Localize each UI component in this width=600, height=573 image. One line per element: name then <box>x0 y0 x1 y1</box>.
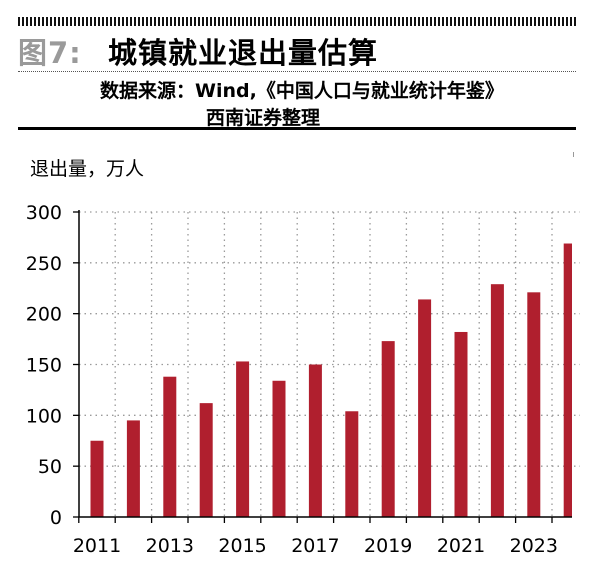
bar-2016 <box>272 380 286 517</box>
source-line-1: 数据来源：Wind,《中国人口与就业统计年鉴》 <box>100 80 504 102</box>
figure-title: 城镇就业退出量估算 <box>108 36 379 70</box>
bar-2015 <box>236 361 250 517</box>
y-tick-label: 150 <box>26 355 62 377</box>
x-tick-label: 2017 <box>291 535 339 557</box>
bar-2021 <box>454 331 468 517</box>
header-bottom-rule <box>18 127 576 130</box>
x-tick-label: 2015 <box>218 535 266 557</box>
x-tick-label: 2013 <box>146 535 194 557</box>
bar-2011 <box>90 440 104 517</box>
x-tick-label: 2023 <box>510 535 558 557</box>
x-tick-label: 2021 <box>437 535 485 557</box>
y-axis-unit-label: 退出量，万人 <box>30 158 145 180</box>
y-tick-label: 0 <box>50 507 62 529</box>
bar-2022 <box>490 284 504 517</box>
figure-number: 图7: <box>18 36 82 70</box>
title-divider <box>18 71 576 72</box>
y-tick-label: 50 <box>38 456 62 478</box>
bar-2020 <box>418 299 432 517</box>
bar-2018 <box>345 411 359 517</box>
y-tick-label: 300 <box>26 202 62 224</box>
bar-2017 <box>308 364 322 517</box>
x-tick-label: 2011 <box>73 535 121 557</box>
bar-2012 <box>126 420 140 517</box>
y-tick-label: 200 <box>26 304 62 326</box>
header-stripe <box>18 17 576 26</box>
bar-2013 <box>163 376 177 517</box>
edge-mark <box>573 152 574 157</box>
bar-2019 <box>381 341 395 517</box>
source-line-2: 西南证券整理 <box>206 107 321 129</box>
y-tick-label: 100 <box>26 405 62 427</box>
x-tick-label: 2019 <box>364 535 412 557</box>
bar-2024 <box>563 243 572 517</box>
bar-2014 <box>199 403 213 517</box>
y-tick-label: 250 <box>26 253 62 275</box>
bar-2023 <box>527 292 541 517</box>
